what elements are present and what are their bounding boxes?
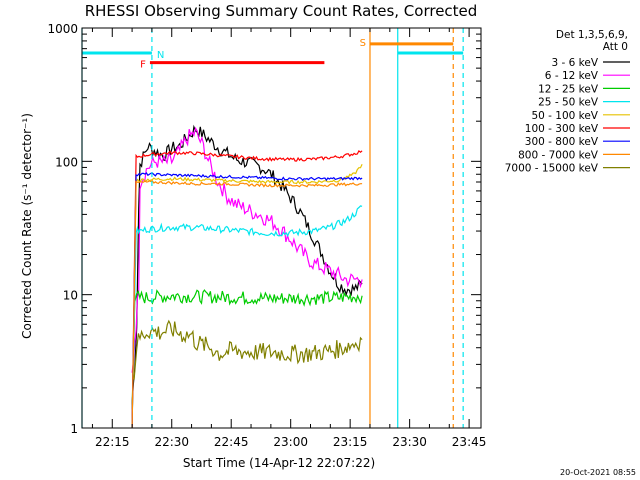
legend-item-label: 25 - 50 keV [538, 97, 599, 109]
flag-label-N: N [157, 50, 164, 61]
y-tick-label: 100 [55, 155, 78, 169]
y-tick-label: 1000 [47, 22, 78, 36]
legend-item-label: 6 - 12 keV [545, 70, 599, 82]
legend-title-line-1: Det 1,3,5,6,9, [556, 29, 628, 41]
legend-item-label: 50 - 100 keV [531, 110, 598, 122]
legend-item-label: 800 - 7000 keV [518, 149, 599, 161]
series-line-7 [131, 172, 363, 427]
flag-label-S: S [360, 38, 366, 49]
chart-title: RHESSI Observing Summary Count Rates, Co… [85, 2, 478, 20]
series-line-5 [131, 164, 363, 429]
legend-title-line-2: Att 0 [603, 41, 628, 53]
data-lines [131, 124, 363, 429]
legend-item-label: 3 - 6 keV [551, 57, 598, 69]
series-line-4 [131, 205, 363, 425]
series-line-8 [131, 180, 363, 429]
x-axis-ticks: 22:15 22:30 22:45 23:00 23:15 23:30 23:45 [91, 28, 487, 449]
x-tick-label: 22:30 [154, 435, 189, 449]
series-line-3 [131, 289, 363, 410]
x-tick-label: 23:00 [273, 435, 308, 449]
y-tick-label: 1 [70, 422, 78, 436]
y-axis-ticks: 1 10 100 1000 [47, 22, 481, 436]
y-axis-label: Corrected Count Rate (s⁻¹ detector⁻¹) [20, 113, 34, 339]
x-tick-label: 23:45 [452, 435, 487, 449]
flag-label-F: F [140, 60, 146, 71]
series-line-6 [131, 149, 363, 427]
x-tick-label: 22:45 [214, 435, 249, 449]
x-tick-label: 23:30 [392, 435, 427, 449]
series-line-1 [131, 124, 363, 405]
series-line-2 [131, 126, 363, 373]
y-tick-label: 10 [63, 289, 78, 303]
legend-item-label: 300 - 800 keV [525, 136, 599, 148]
plot-frame [81, 27, 482, 429]
legend-item-label: 7000 - 15000 keV [505, 163, 599, 175]
x-tick-label: 23:15 [333, 435, 368, 449]
series-line-9 [133, 319, 363, 380]
x-tick-label: 22:15 [95, 435, 130, 449]
creation-timestamp: 20-Oct-2021 08:55 [560, 468, 636, 477]
legend-item-label: 100 - 300 keV [525, 123, 599, 135]
legend-item-label: 12 - 25 keV [538, 83, 599, 95]
x-axis-label: Start Time (14-Apr-12 22:07:22) [183, 456, 375, 470]
